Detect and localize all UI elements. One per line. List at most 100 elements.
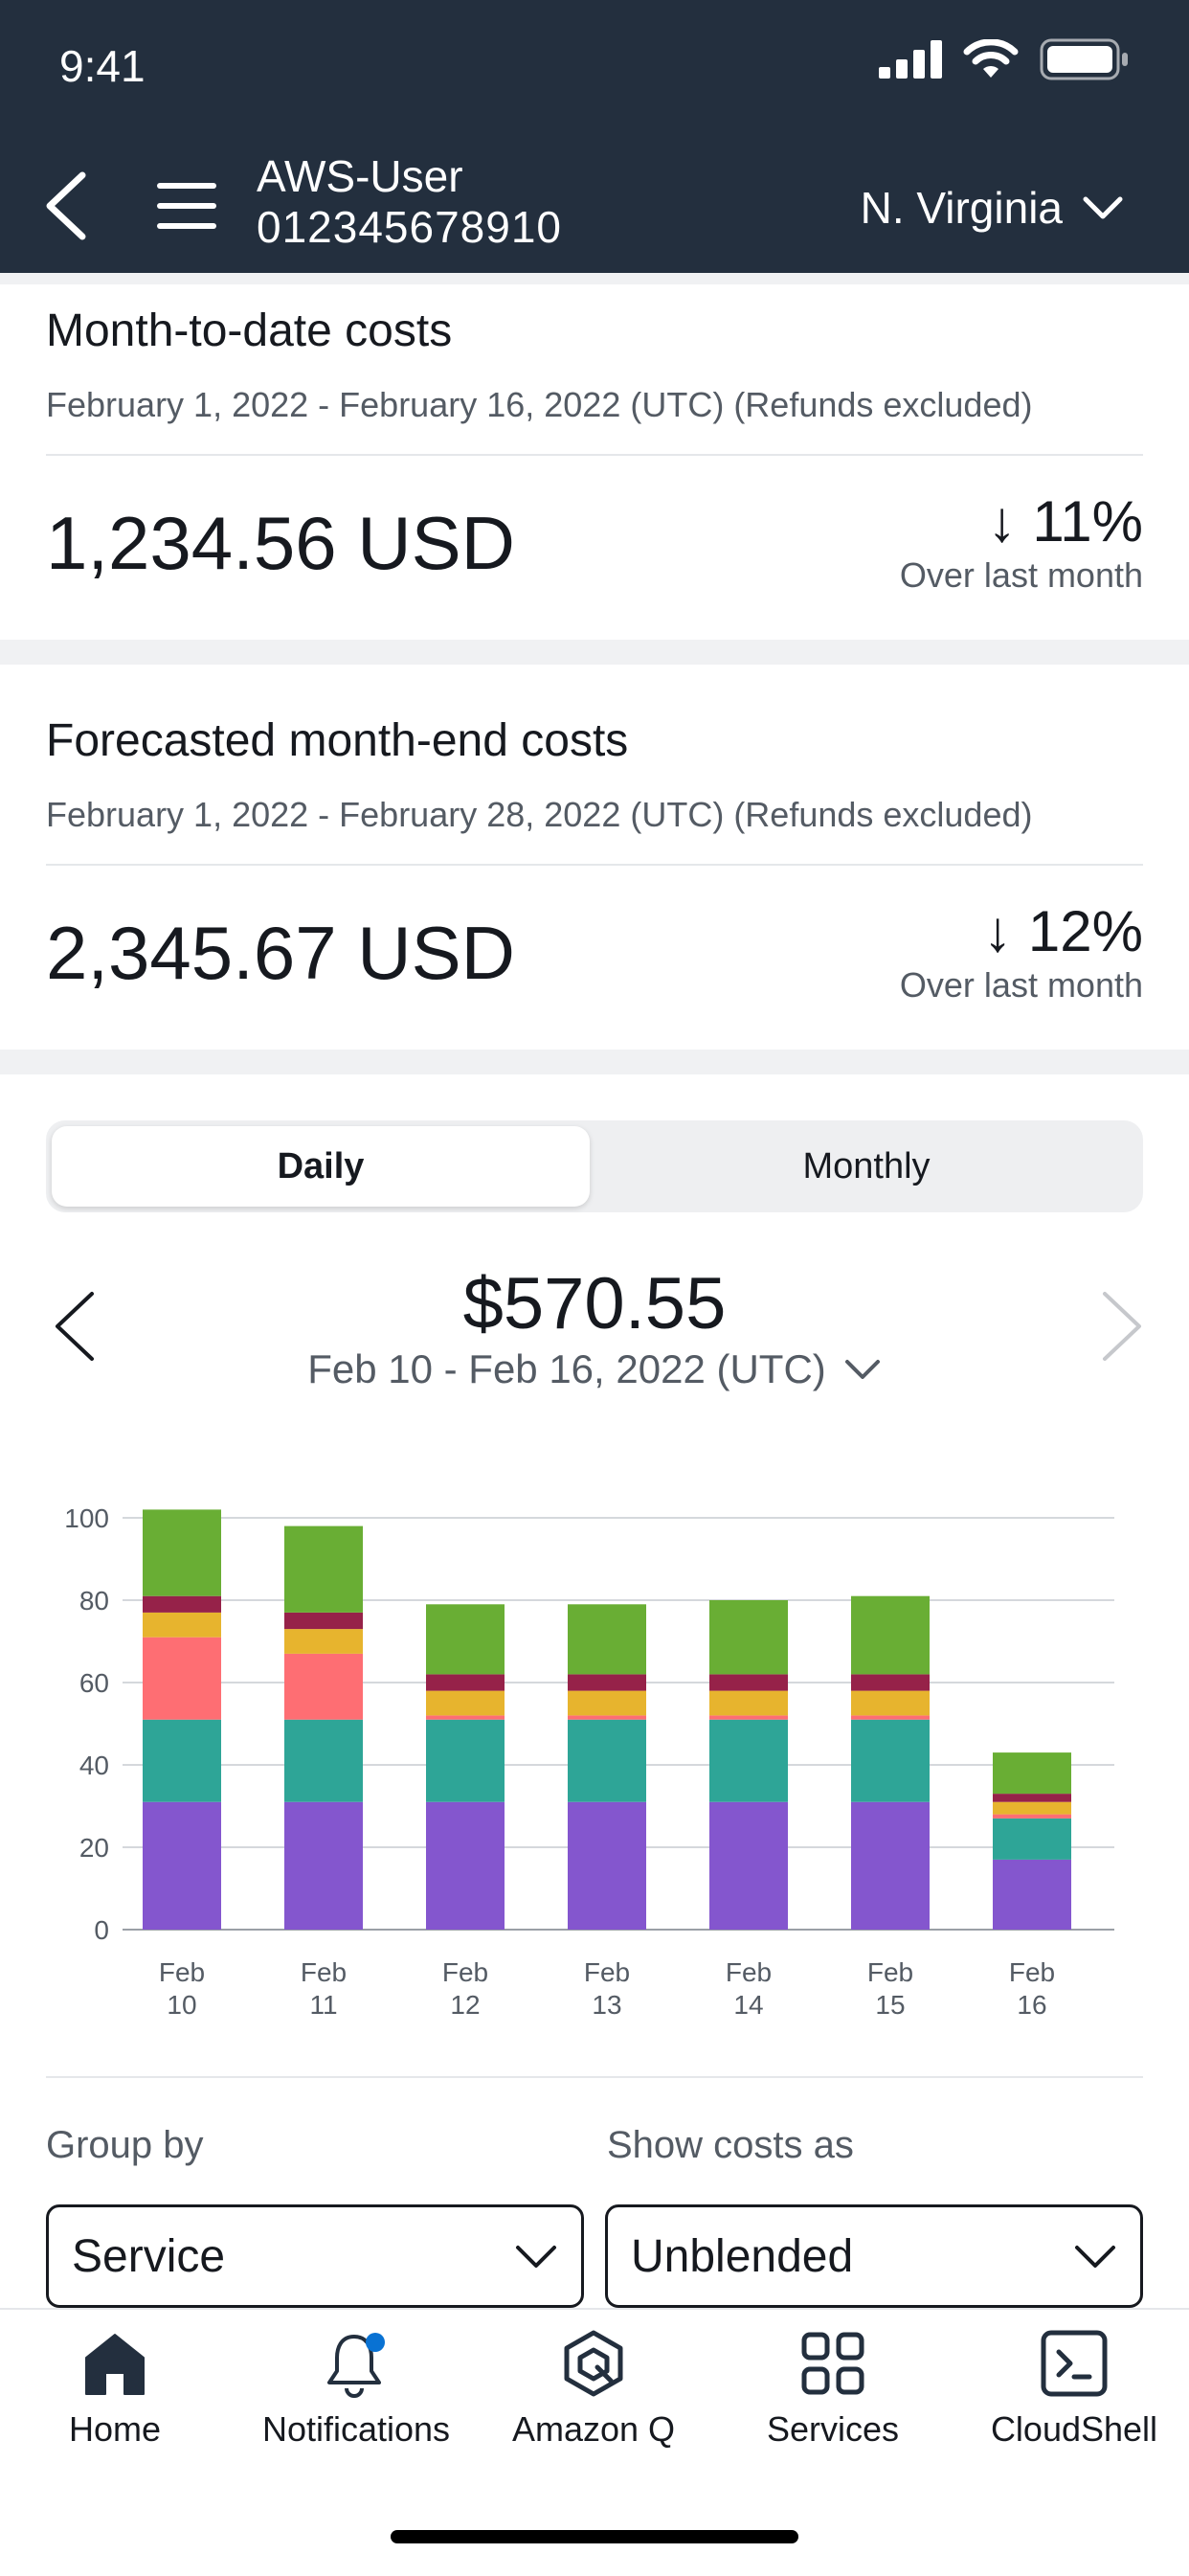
show-costs-as-value: Unblended xyxy=(631,2230,854,2282)
hamburger-menu-icon[interactable] xyxy=(153,177,220,235)
y-tick-label: 0 xyxy=(94,1915,109,1945)
tab-daily[interactable]: Daily xyxy=(52,1126,590,1207)
x-tick-line: Feb xyxy=(159,1957,205,1987)
bar-segment xyxy=(568,1801,646,1930)
period-range-selector[interactable]: Feb 10 - Feb 16, 2022 (UTC) xyxy=(0,1346,1189,1392)
y-tick-label: 100 xyxy=(64,1503,109,1533)
tab-home-label: Home xyxy=(68,2409,162,2449)
bar-segment xyxy=(143,1719,221,1802)
next-period-icon[interactable] xyxy=(1091,1288,1149,1365)
account-info[interactable]: AWS-User 012345678910 xyxy=(257,151,562,253)
bar-segment xyxy=(993,1801,1071,1815)
divider xyxy=(46,2076,1143,2078)
x-tick-line: Feb xyxy=(442,1957,488,1987)
x-tick-label: Feb 11 xyxy=(301,1957,347,2020)
bell-icon xyxy=(327,2333,385,2398)
tab-amazon-q-label: Amazon Q xyxy=(511,2409,676,2449)
wifi-icon xyxy=(963,39,1019,78)
app-header: 9:41 AWS-User 012345678910 N. Virginia xyxy=(0,0,1189,273)
bar-segment xyxy=(709,1690,788,1716)
bar-segment xyxy=(709,1715,788,1720)
services-grid-icon xyxy=(801,2332,864,2395)
x-tick-label: Feb 12 xyxy=(442,1957,488,2020)
separator xyxy=(0,273,1189,284)
battery-icon xyxy=(1040,38,1128,80)
group-by-value: Service xyxy=(72,2230,226,2282)
x-tick-label: Feb 10 xyxy=(159,1957,205,2020)
bar-segment xyxy=(426,1801,505,1930)
status-icons xyxy=(879,38,1130,80)
x-tick-line: 14 xyxy=(733,1990,763,2020)
bar-segment xyxy=(993,1814,1071,1819)
x-tick-line: 13 xyxy=(592,1990,621,2020)
y-tick-label: 20 xyxy=(79,1833,109,1863)
bar-segment xyxy=(426,1604,505,1675)
bar-segment xyxy=(709,1801,788,1930)
tab-home[interactable]: Home xyxy=(0,2329,234,2450)
forecast-subtitle: February 1, 2022 - February 28, 2022 (UT… xyxy=(46,795,1033,834)
mtd-amount: 1,234.56 USD xyxy=(46,501,515,585)
tab-services-label: Services xyxy=(766,2409,900,2449)
bar-segment xyxy=(284,1525,363,1613)
forecast-amount: 2,345.67 USD xyxy=(46,911,515,995)
region-selector[interactable]: N. Virginia xyxy=(861,182,1124,234)
tab-cloudshell-label: CloudShell xyxy=(990,2409,1158,2449)
bar-segment xyxy=(709,1674,788,1691)
bar-segment xyxy=(851,1674,930,1691)
forecast-delta-note: Over last month xyxy=(899,965,1143,1005)
bar-segment xyxy=(993,1859,1071,1930)
y-tick-label: 60 xyxy=(79,1668,109,1698)
show-costs-as-label: Show costs as xyxy=(607,2124,854,2166)
home-icon xyxy=(85,2334,145,2395)
previous-period-icon[interactable] xyxy=(48,1288,105,1365)
mtd-delta: ↓ 11% xyxy=(987,489,1143,554)
account-name: AWS-User xyxy=(257,151,463,201)
bar-segment xyxy=(143,1637,221,1720)
x-tick-line: 10 xyxy=(167,1990,196,2020)
tab-notifications[interactable]: Notifications xyxy=(237,2329,475,2450)
mtd-title: Month-to-date costs xyxy=(46,305,453,356)
bar-segment xyxy=(851,1719,930,1802)
bar-segment xyxy=(143,1801,221,1930)
divider xyxy=(46,864,1143,866)
y-tick-label: 80 xyxy=(79,1586,109,1616)
x-tick-label: Feb 16 xyxy=(1009,1957,1055,2020)
chevron-down-icon xyxy=(844,1360,880,1379)
tab-amazon-q[interactable]: Amazon Q xyxy=(475,2329,712,2450)
bar-segment xyxy=(284,1612,363,1630)
x-tick-line: Feb xyxy=(584,1957,630,1987)
group-by-label: Group by xyxy=(46,2124,204,2166)
show-costs-as-select[interactable]: Unblended xyxy=(605,2204,1143,2308)
bar-segment xyxy=(568,1674,646,1691)
bar-segment xyxy=(568,1719,646,1802)
tab-services[interactable]: Services xyxy=(714,2329,952,2450)
y-tick-label: 40 xyxy=(79,1751,109,1780)
x-tick-line: Feb xyxy=(301,1957,347,1987)
bar-segment xyxy=(568,1604,646,1675)
tab-monthly[interactable]: Monthly xyxy=(802,1145,931,1186)
group-by-select[interactable]: Service xyxy=(46,2204,584,2308)
back-icon[interactable] xyxy=(38,168,96,244)
bar-segment xyxy=(851,1801,930,1930)
bar-segment xyxy=(709,1719,788,1802)
status-time: 9:41 xyxy=(59,41,146,91)
x-tick-label: Feb 13 xyxy=(584,1957,630,2020)
bar-segment xyxy=(143,1509,221,1596)
x-tick-line: 11 xyxy=(309,1990,337,2020)
bar-segment xyxy=(284,1653,363,1720)
bar-segment xyxy=(426,1719,505,1802)
x-tick-label: Feb 14 xyxy=(726,1957,772,2020)
bar-segment xyxy=(709,1600,788,1675)
bar-segment xyxy=(851,1715,930,1720)
bar-segment xyxy=(851,1595,930,1675)
signal-icon xyxy=(879,40,942,79)
bar-segment xyxy=(284,1629,363,1654)
bar-segment xyxy=(284,1719,363,1802)
x-tick-label: Feb 15 xyxy=(867,1957,913,2020)
bar-segment xyxy=(143,1612,221,1638)
bar-segment xyxy=(143,1595,221,1613)
tab-cloudshell[interactable]: CloudShell xyxy=(955,2329,1189,2450)
x-tick-line: 15 xyxy=(875,1990,905,2020)
home-indicator xyxy=(391,2530,798,2543)
